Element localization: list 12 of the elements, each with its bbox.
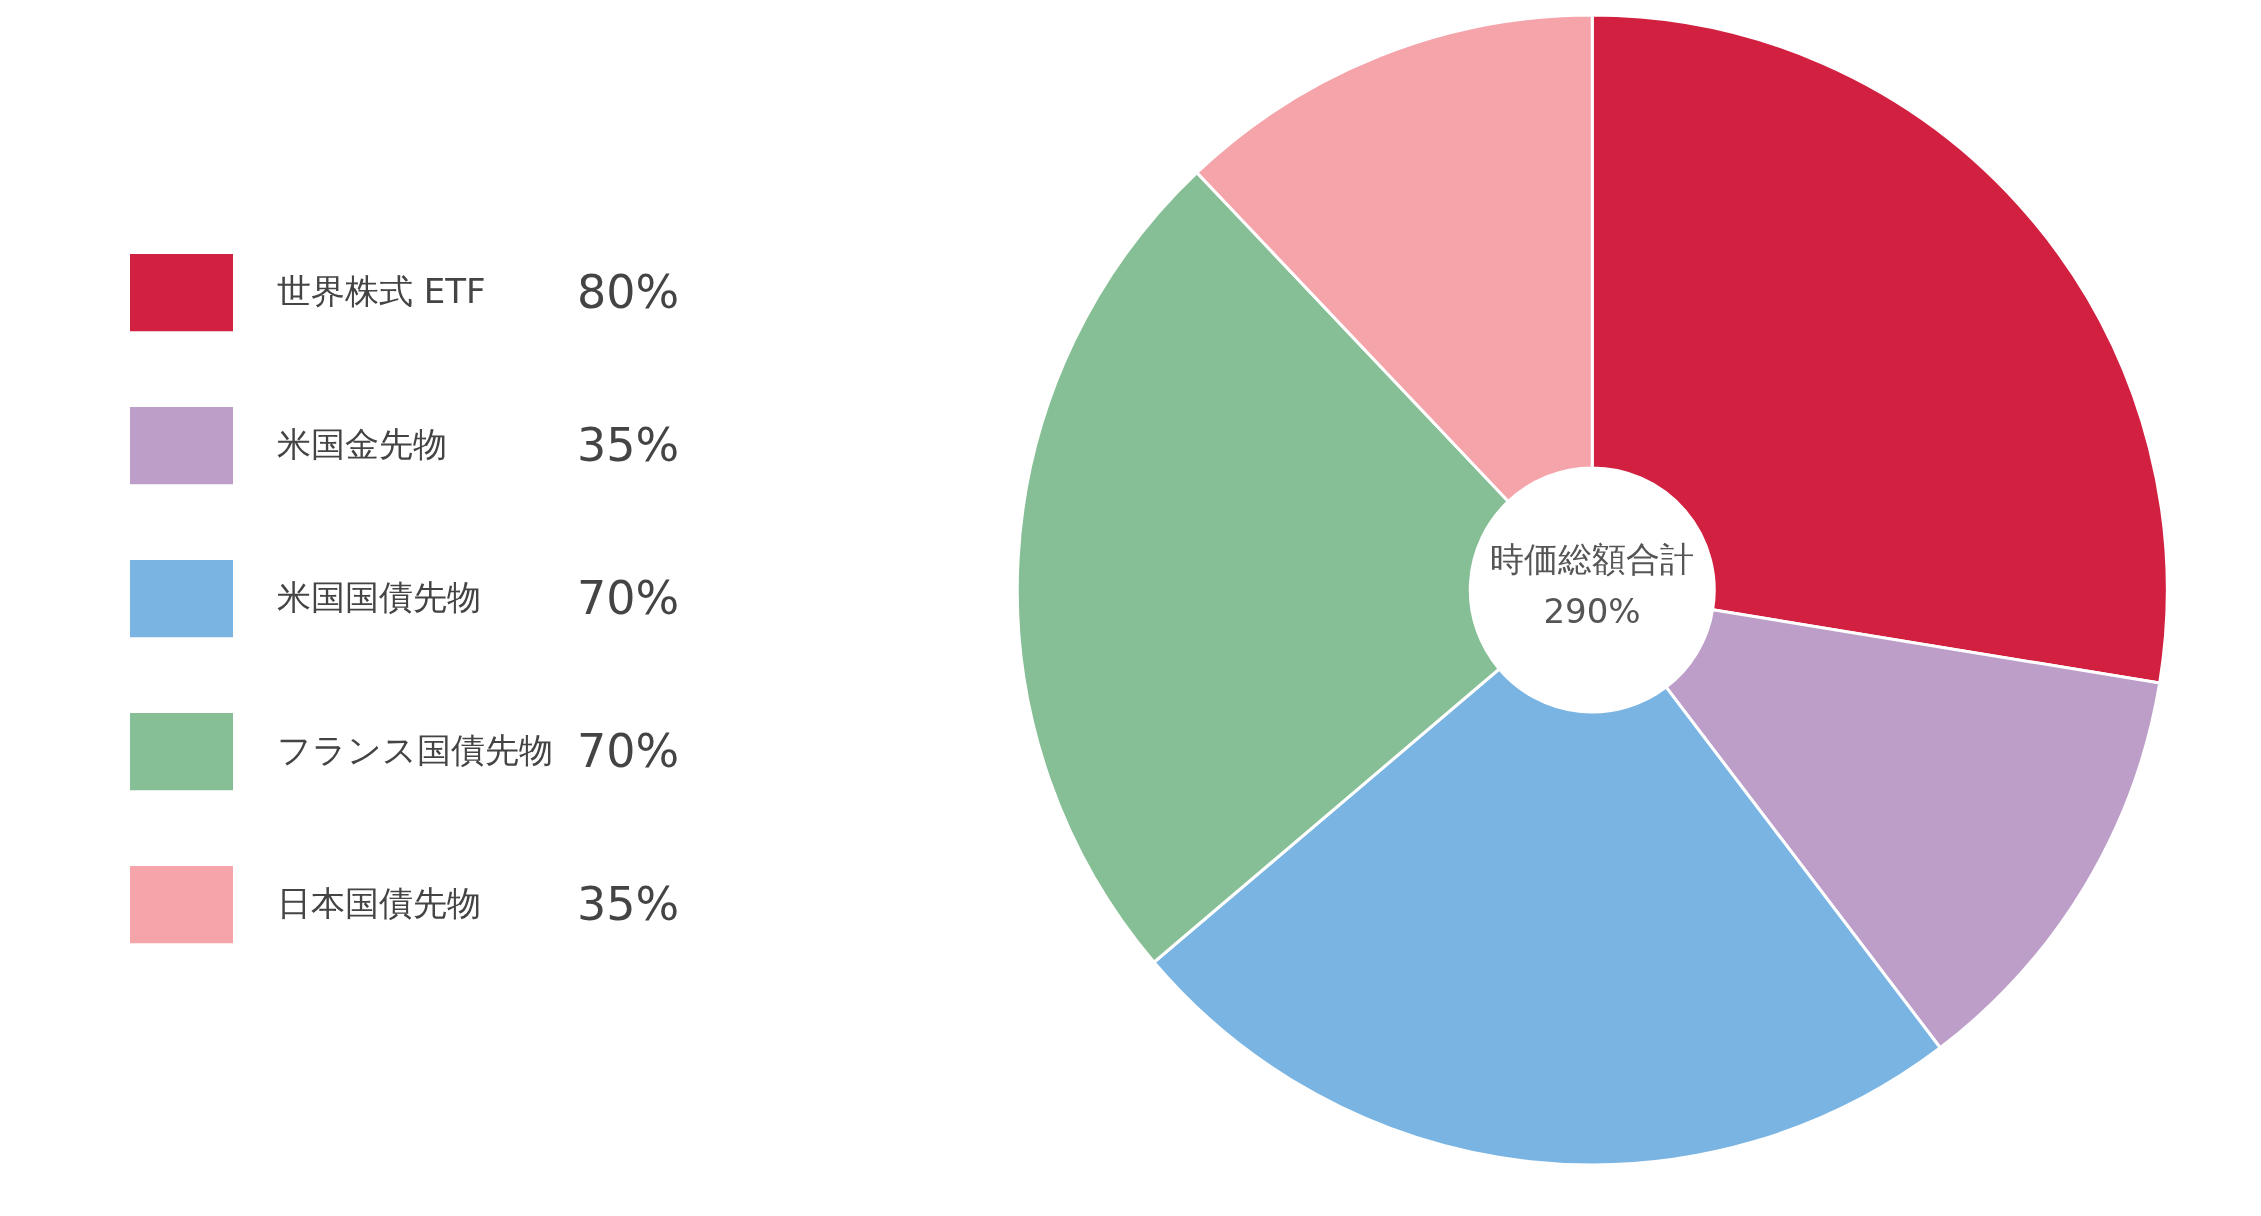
data-label: 35%: [577, 877, 680, 931]
legend-label: 世界株式 ETF: [276, 270, 487, 313]
legend-label: 米国国債先物: [276, 576, 482, 619]
legend-label: フランス国債先物: [276, 729, 554, 772]
legend-label: 米国金先物: [276, 423, 448, 466]
data-label: 70%: [577, 571, 680, 625]
data-label: 80%: [577, 265, 680, 319]
data-label: 70%: [577, 724, 680, 778]
legend-label: 日本国債先物: [276, 882, 482, 925]
text: 290%: [1542, 590, 1642, 633]
data-label: 35%: [577, 418, 680, 472]
text: 時価総額合計: [1489, 538, 1695, 581]
